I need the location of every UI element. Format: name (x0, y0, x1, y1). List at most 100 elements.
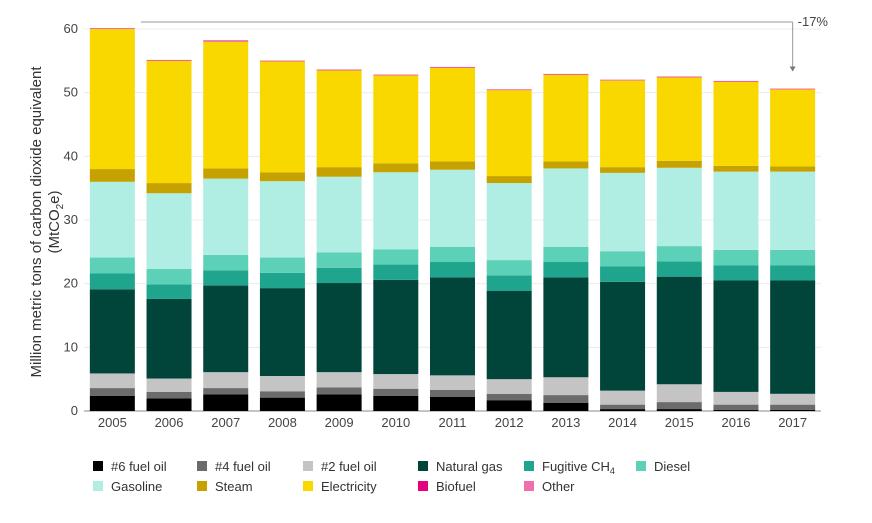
legend-swatch (524, 481, 534, 491)
y-tick-label: 40 (64, 148, 78, 163)
y-tick-label: 30 (64, 212, 78, 227)
bar-segment (203, 270, 249, 286)
bar-segment (146, 378, 192, 392)
legend-item: #6 fuel oil (93, 459, 167, 474)
bar-segment (203, 255, 249, 271)
bar-segment (259, 61, 305, 173)
bar-segment (259, 60, 305, 62)
x-tick-label: 2009 (325, 415, 354, 430)
bar-stack-2006 (146, 59, 192, 411)
legend-label: Biofuel (436, 479, 476, 494)
bar-segment (656, 409, 702, 411)
bar-segment (89, 289, 135, 374)
bar-segment (89, 29, 135, 170)
bar-segment (316, 283, 362, 373)
bar-segment (316, 69, 362, 71)
bar-segment (770, 88, 816, 90)
bar-segment (770, 409, 816, 411)
bar-segment (656, 77, 702, 161)
bar-stack-2016 (713, 80, 759, 411)
bar-segment (486, 89, 532, 90)
legend-swatch (418, 481, 428, 491)
legend-swatch (197, 461, 207, 471)
bar-segment (203, 372, 249, 389)
bar-segment (259, 272, 305, 289)
bar-segment (770, 166, 816, 172)
bar-segment (543, 395, 589, 403)
bar-stack-2010 (373, 74, 419, 411)
bar-segment (146, 59, 192, 61)
bar-segment (656, 276, 702, 385)
bar-segment (486, 379, 532, 394)
y-axis-label-unit: (MtCO2e) (46, 190, 66, 253)
legend-item: Biofuel (418, 479, 476, 494)
bar-segment (373, 395, 419, 411)
legend-label: Diesel (654, 459, 690, 474)
legend-item: Electricity (303, 479, 377, 494)
bar-segment (430, 277, 475, 376)
bar-segment (316, 70, 362, 168)
bar-segment (373, 279, 419, 375)
bar-segment (146, 391, 192, 399)
bar-segment (600, 404, 646, 410)
bar-segment (89, 373, 135, 389)
annotation-arrowhead (789, 66, 796, 72)
bar-segment (203, 388, 249, 395)
bar-segment (543, 377, 589, 396)
y-axis-label-line1: Million metric tons of carbon dioxide eq… (28, 66, 45, 378)
bar-segment (656, 384, 702, 403)
bar-segment (316, 252, 362, 268)
bar-segment (656, 167, 702, 247)
bar-segment (656, 261, 702, 277)
bar-stack-2015 (656, 76, 702, 411)
bar-segment (146, 193, 192, 270)
bar-segment (543, 246, 589, 263)
legend-item: Natural gas (418, 459, 503, 474)
legend-swatch (418, 461, 428, 471)
bar-segment (713, 165, 759, 172)
bar-segment (203, 178, 249, 256)
x-tick-label: 2007 (211, 415, 240, 430)
bar-segment (713, 280, 759, 392)
bar-segment (656, 246, 702, 262)
legend-swatch (197, 481, 207, 491)
bar-segment (89, 28, 135, 29)
bar-segment (430, 396, 475, 411)
bar-segment (373, 388, 419, 396)
bar-segment (430, 67, 475, 162)
bar-segment (713, 81, 759, 166)
x-tick-label: 2014 (608, 415, 637, 430)
legend-label: #2 fuel oil (321, 459, 377, 474)
x-tick-label: 2016 (722, 415, 751, 430)
bar-segment (373, 163, 419, 173)
y-tick-label: 60 (64, 21, 78, 36)
bar-segment (770, 89, 816, 167)
x-tick-label: 2011 (439, 415, 467, 430)
legend-label: #6 fuel oil (111, 459, 167, 474)
bar-segment (259, 181, 305, 258)
legend-swatch (524, 461, 534, 471)
bar-segment (146, 284, 192, 299)
bar-segment (543, 161, 589, 169)
legend-label: Natural gas (436, 459, 503, 474)
bar-segment (89, 169, 135, 182)
legend-swatch (93, 481, 103, 491)
bar-segment (89, 257, 135, 274)
x-tick-label: 2017 (778, 415, 807, 430)
bar-segment (713, 391, 759, 405)
bar-segment (486, 176, 532, 184)
bar-segment (656, 76, 702, 78)
bar-segment (430, 375, 475, 390)
bar-segment (543, 277, 589, 378)
legend-swatch (636, 461, 646, 471)
legend-swatch (93, 461, 103, 471)
bar-segment (713, 171, 759, 250)
bar-segment (600, 251, 646, 267)
bar-segment (430, 389, 475, 397)
bar-segment (543, 73, 589, 75)
y-tick-label: 50 (64, 85, 78, 100)
bar-segment (316, 176, 362, 253)
bar-segment (89, 395, 135, 411)
